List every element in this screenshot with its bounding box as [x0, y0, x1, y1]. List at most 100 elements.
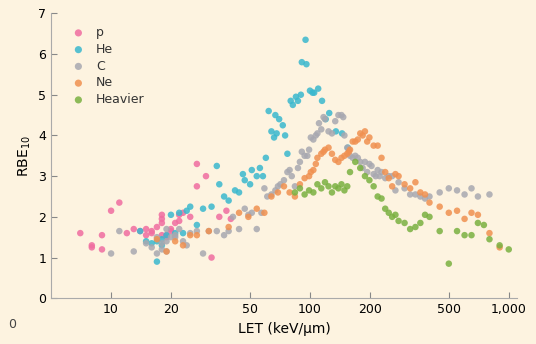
Heavier	[453, 228, 461, 234]
C	[147, 245, 156, 250]
Heavier	[406, 226, 414, 232]
He	[294, 98, 302, 104]
Ne	[313, 155, 322, 161]
C	[142, 240, 151, 246]
C	[324, 129, 333, 134]
He	[262, 155, 270, 161]
C	[406, 192, 414, 197]
C	[374, 167, 382, 173]
C	[162, 249, 171, 254]
C	[244, 212, 252, 217]
p	[147, 230, 156, 236]
p	[192, 184, 201, 189]
Heavier	[291, 190, 299, 195]
Heavier	[460, 233, 469, 238]
C	[153, 235, 161, 240]
Ne	[453, 208, 461, 214]
He	[231, 187, 240, 193]
He	[332, 129, 340, 134]
C	[334, 112, 343, 118]
He	[220, 194, 228, 199]
Ne	[406, 186, 414, 191]
Y-axis label: RBE$_{10}$: RBE$_{10}$	[17, 135, 33, 177]
C	[391, 187, 400, 193]
C	[309, 137, 318, 142]
C	[257, 210, 266, 216]
Ne	[186, 233, 195, 238]
Heavier	[317, 186, 325, 191]
Heavier	[300, 192, 309, 197]
Ne	[381, 169, 390, 175]
p	[158, 233, 166, 238]
p	[142, 233, 151, 238]
p	[186, 214, 195, 219]
Ne	[280, 184, 288, 189]
C	[186, 230, 195, 236]
Heavier	[331, 184, 339, 189]
p	[98, 233, 106, 238]
He	[162, 233, 171, 238]
Ne	[345, 149, 353, 154]
C	[158, 240, 166, 246]
C	[294, 165, 302, 171]
C	[381, 175, 390, 181]
Ne	[178, 243, 187, 248]
C	[260, 186, 269, 191]
p	[87, 245, 96, 250]
p	[158, 216, 166, 222]
p	[142, 226, 151, 232]
C	[411, 192, 420, 197]
Ne	[307, 169, 315, 175]
He	[241, 178, 249, 183]
Ne	[235, 210, 243, 216]
He	[153, 259, 161, 265]
Legend: p, He, C, Ne, Heavier: p, He, C, Ne, Heavier	[62, 22, 148, 110]
C	[369, 171, 378, 177]
He	[167, 212, 175, 217]
Ne	[334, 159, 343, 165]
C	[285, 167, 294, 173]
He	[158, 243, 166, 248]
p	[202, 173, 210, 179]
Ne	[356, 131, 364, 136]
Ne	[337, 155, 346, 161]
C	[178, 238, 187, 244]
p	[130, 226, 138, 232]
C	[425, 194, 434, 199]
Ne	[311, 161, 320, 167]
He	[292, 94, 300, 99]
C	[153, 251, 161, 256]
p	[167, 226, 175, 232]
C	[220, 233, 228, 238]
p	[136, 228, 144, 234]
Ne	[400, 182, 409, 187]
C	[252, 226, 261, 232]
Heavier	[356, 165, 364, 171]
Ne	[331, 157, 339, 163]
Heavier	[400, 220, 409, 226]
He	[288, 102, 297, 108]
p	[147, 228, 156, 234]
He	[136, 228, 144, 234]
p	[158, 212, 166, 217]
Heavier	[416, 220, 425, 226]
Ne	[343, 151, 352, 157]
p	[162, 233, 171, 238]
p	[192, 161, 201, 167]
p	[107, 208, 115, 214]
C	[158, 247, 166, 252]
C	[283, 169, 292, 175]
He	[259, 173, 267, 179]
Ne	[411, 180, 420, 185]
C	[276, 182, 285, 187]
Heavier	[381, 206, 390, 212]
He	[308, 90, 317, 95]
He	[325, 110, 333, 116]
C	[346, 153, 354, 159]
p	[153, 224, 161, 230]
C	[474, 194, 482, 199]
Heavier	[394, 218, 403, 224]
C	[199, 251, 207, 256]
C	[291, 184, 299, 189]
Ne	[321, 147, 329, 152]
